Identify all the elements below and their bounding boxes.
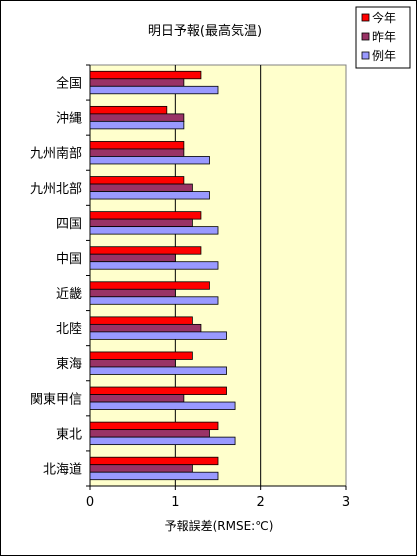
bar-今年-近畿	[89, 281, 210, 290]
bar-例年-東海	[89, 366, 227, 375]
bar-昨年-北海道	[89, 464, 193, 473]
category-label: 全国	[56, 76, 82, 92]
bar-例年-関東甲信	[89, 401, 236, 410]
x-tick-label: 3	[342, 495, 350, 510]
bar-例年-東北	[89, 436, 236, 446]
bars	[89, 70, 236, 481]
category-label: 東海	[56, 356, 82, 372]
bar-例年-北海道	[89, 471, 219, 481]
bar-昨年-関東甲信	[89, 394, 185, 403]
bar-昨年-九州北部	[89, 183, 193, 192]
bar-例年-九州南部	[89, 156, 210, 165]
bar-今年-北陸	[89, 316, 193, 325]
bar-今年-北海道	[89, 456, 219, 466]
category-label: 中国	[56, 252, 82, 267]
bar-例年-近畿	[89, 296, 219, 305]
bar-今年-東海	[89, 351, 193, 360]
chart-title: 明日予報(最高気温)	[148, 23, 262, 39]
bar-今年-全国	[89, 70, 202, 80]
bar-昨年-全国	[89, 78, 185, 87]
bar-例年-北陸	[89, 331, 227, 340]
category-label: 北陸	[56, 321, 82, 337]
bar-今年-四国	[89, 211, 202, 220]
bar-今年-九州南部	[89, 141, 185, 150]
category-label: 九州南部	[30, 146, 82, 162]
category-label: 東北	[56, 426, 82, 442]
bar-今年-関東甲信	[89, 386, 227, 395]
bar-今年-中国	[89, 246, 202, 255]
bar-昨年-北陸	[89, 323, 202, 333]
legend-label-例年: 例年	[372, 49, 396, 63]
bar-昨年-東北	[89, 429, 210, 438]
x-tick-label: 0	[86, 495, 94, 510]
bar-昨年-沖縄	[89, 113, 185, 122]
legend-swatch-今年	[361, 13, 370, 22]
bar-例年-沖縄	[89, 120, 185, 130]
bar-例年-四国	[89, 226, 219, 235]
legend-swatch-昨年	[361, 32, 370, 41]
bar-例年-中国	[89, 261, 219, 270]
bar-今年-東北	[89, 421, 219, 431]
category-label: 四国	[56, 217, 82, 232]
bar-昨年-九州南部	[89, 148, 185, 157]
plot-area	[89, 64, 347, 487]
category-label: 九州北部	[30, 182, 82, 197]
bar-今年-九州北部	[89, 176, 185, 185]
legend-label-今年: 今年	[372, 10, 396, 25]
bar-昨年-四国	[89, 218, 193, 228]
legend-swatch-例年	[361, 51, 370, 60]
category-label: 北海道	[43, 462, 82, 477]
category-label: 関東甲信	[30, 391, 82, 407]
x-tick-label: 2	[257, 495, 265, 510]
bar-今年-沖縄	[89, 105, 168, 115]
x-axis-label: 予報誤差(RMSE:℃)	[165, 518, 274, 533]
legend-label-昨年: 昨年	[372, 30, 396, 44]
bar-昨年-東海	[89, 359, 176, 368]
bar-例年-全国	[89, 85, 219, 95]
gridlines	[86, 64, 347, 490]
bar-昨年-中国	[89, 253, 176, 263]
x-tick-label: 1	[171, 495, 179, 510]
bar-例年-九州北部	[89, 191, 210, 200]
category-label: 沖縄	[56, 112, 82, 127]
tick-labels: 0 1 2 3	[86, 495, 350, 510]
bar-昨年-近畿	[89, 288, 176, 298]
category-label: 近畿	[56, 287, 82, 302]
